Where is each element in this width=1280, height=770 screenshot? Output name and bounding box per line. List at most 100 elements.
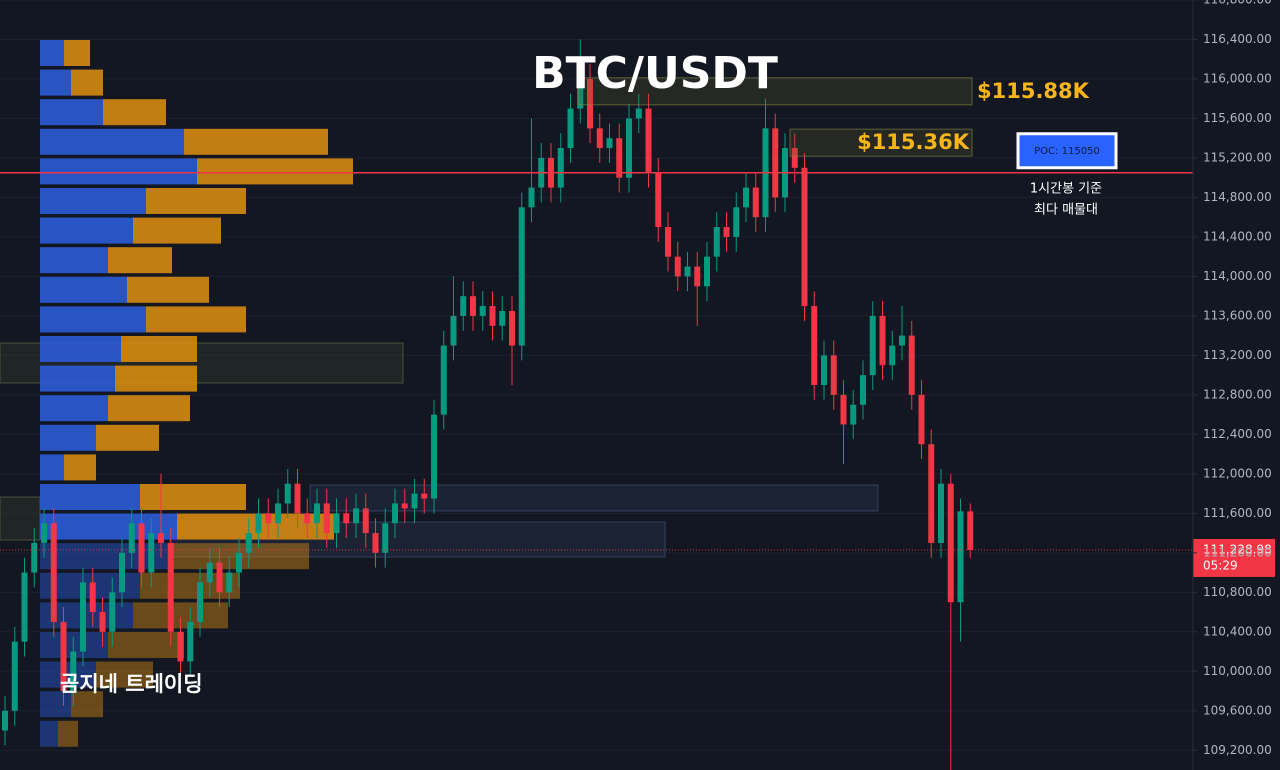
candle-body: [918, 394, 925, 445]
candle-body: [206, 562, 213, 583]
vp-buy: [40, 247, 108, 274]
vp-sell: [58, 720, 78, 747]
candle-body: [50, 523, 57, 622]
candle-body: [518, 207, 525, 346]
candle-body: [821, 355, 827, 385]
vp-sell: [71, 69, 103, 96]
vp-buy: [40, 424, 96, 451]
y-tick-label: 116,800.00: [1203, 0, 1272, 7]
vp-buy: [40, 395, 108, 422]
vp-sell: [103, 99, 166, 126]
vp-sell: [96, 661, 153, 688]
candle-body: [128, 523, 135, 553]
vp-buy: [40, 513, 177, 540]
candle-body: [119, 552, 125, 593]
candle-body: [840, 394, 847, 425]
candle-body: [353, 508, 359, 524]
zone: [0, 496, 41, 541]
candle-body: [801, 167, 808, 307]
candle-body: [216, 562, 223, 593]
vp-buy: [40, 276, 127, 303]
vp-buy: [40, 720, 58, 747]
candle-body: [704, 256, 710, 287]
candle-body: [440, 345, 447, 415]
candle-body: [489, 306, 496, 326]
candle-body: [80, 582, 86, 652]
vp-buy: [40, 306, 146, 333]
vp-sell: [96, 424, 159, 451]
vp-buy: [40, 484, 140, 510]
candle-body: [743, 187, 749, 208]
candle-body: [772, 128, 779, 198]
y-tick-label: 113,200.00: [1203, 348, 1272, 362]
candle-body: [401, 503, 408, 509]
candle-body: [392, 503, 398, 524]
y-tick-label: 109,200.00: [1203, 743, 1272, 757]
vp-buy: [40, 158, 197, 185]
candle-body: [889, 345, 896, 366]
y-tick-label: 115,200.00: [1203, 150, 1272, 164]
candle-body: [674, 256, 681, 277]
y-tick-label: 110,000.00: [1203, 664, 1272, 678]
vp-sell: [115, 365, 197, 392]
candle-body: [11, 641, 18, 711]
candle-body: [372, 533, 379, 553]
candle-body: [733, 207, 740, 237]
annotation: 최다 매물대: [1034, 203, 1098, 218]
price-zone: [577, 77, 973, 106]
candle-body: [791, 148, 798, 168]
candle-body: [567, 108, 574, 149]
y-tick-label: 111,200.00: [1203, 545, 1272, 559]
vp-buy: [40, 217, 133, 244]
candle-body: [226, 572, 233, 593]
candle-body: [284, 483, 291, 504]
candle-body: [499, 310, 506, 326]
y-tick-label: 109,600.00: [1203, 703, 1272, 717]
vp-buy: [40, 454, 64, 481]
price-label: $115.88K: [977, 79, 1090, 103]
candle-body: [860, 375, 866, 405]
countdown: 05:29: [1203, 558, 1238, 572]
vp-sell: [127, 276, 209, 303]
candle-body: [587, 78, 593, 129]
candle-body: [635, 108, 642, 119]
chart-title: BTC/USDT: [532, 48, 778, 99]
vp-sell: [197, 158, 353, 185]
candle-body: [616, 138, 623, 178]
candle-body: [928, 444, 935, 543]
vp-buy: [40, 336, 121, 362]
vp-buy: [40, 99, 103, 126]
candle-body: [333, 513, 340, 534]
vp-sell: [133, 217, 221, 244]
candle-body: [713, 227, 720, 257]
candle-body: [694, 266, 701, 287]
vp-sell: [140, 572, 240, 599]
candle-body: [236, 552, 242, 573]
candle-body: [967, 511, 974, 550]
vp-sell: [146, 188, 246, 214]
candle-body: [947, 483, 954, 603]
candle-body: [31, 542, 38, 573]
candle-body: [869, 315, 876, 376]
candle-body: [314, 503, 320, 524]
candle-body: [811, 306, 818, 385]
candle-body: [606, 138, 613, 149]
candle-body: [470, 296, 476, 316]
candle-body: [177, 631, 184, 662]
candle-body: [109, 592, 116, 632]
grid: [0, 0, 1193, 751]
y-tick-label: 112,800.00: [1203, 387, 1272, 401]
candle-body: [752, 187, 759, 218]
candle-body: [158, 533, 164, 543]
candle-body: [323, 503, 330, 534]
candle-body: [89, 582, 96, 613]
y-tick-label: 114,400.00: [1203, 229, 1272, 243]
poc-box: [1016, 132, 1118, 170]
y-tick-label: 111,600.00: [1203, 506, 1272, 520]
y-tick-label: 115,600.00: [1203, 111, 1272, 125]
y-tick-label: 112,400.00: [1203, 427, 1272, 441]
watermark: 곰지네 트레이딩: [60, 672, 203, 696]
candle-body: [557, 148, 564, 188]
candle-body: [431, 414, 437, 499]
vp-buy: [40, 128, 184, 155]
